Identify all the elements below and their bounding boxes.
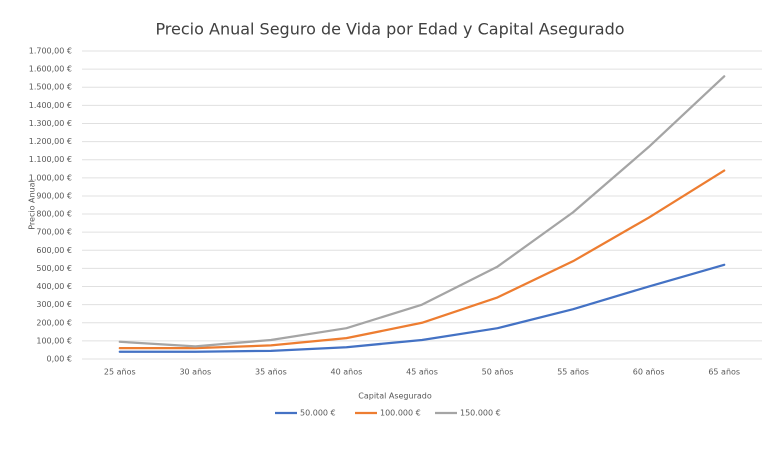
x-tick-label: 40 años <box>331 368 363 377</box>
y-tick-label: 900,00 € <box>36 191 72 200</box>
y-tick-label: 800,00 € <box>36 210 72 219</box>
x-tick-label: 45 años <box>406 368 438 377</box>
x-tick-label: 55 años <box>557 368 589 377</box>
y-tick-label: 400,00 € <box>36 282 72 291</box>
x-tick-label: 30 años <box>179 368 211 377</box>
y-tick-label: 1.000,00 € <box>29 173 72 182</box>
y-tick-label: 700,00 € <box>36 228 72 237</box>
y-tick-label: 600,00 € <box>36 246 72 255</box>
x-axis-title: Capital Asegurado <box>358 392 432 401</box>
y-axis-title: Precio Anual <box>28 180 37 230</box>
series-line <box>118 75 726 348</box>
y-tick-label: 1.500,00 € <box>29 83 72 92</box>
x-tick-label: 65 años <box>708 368 740 377</box>
y-tick-label: 1.600,00 € <box>29 65 72 74</box>
x-tick-label: 35 años <box>255 368 287 377</box>
y-tick-label: 500,00 € <box>36 264 72 273</box>
y-tick-label: 100,00 € <box>36 336 72 345</box>
y-tick-label: 0,00 € <box>47 355 72 364</box>
y-tick-label: 1.200,00 € <box>29 137 72 146</box>
y-tick-label: 1.700,00 € <box>29 47 72 56</box>
x-tick-label: 50 años <box>482 368 514 377</box>
y-tick-label: 1.400,00 € <box>29 101 72 110</box>
x-tick-label: 25 años <box>104 368 136 377</box>
series-line <box>118 169 726 350</box>
y-tick-label: 1.300,00 € <box>29 119 72 128</box>
chart-title: Precio Anual Seguro de Vida por Edad y C… <box>155 20 624 39</box>
legend-label: 100.000 € <box>380 409 421 418</box>
y-tick-label: 200,00 € <box>36 318 72 327</box>
legend-label: 150.000 € <box>460 409 501 418</box>
x-tick-label: 60 años <box>633 368 665 377</box>
series-line <box>118 263 726 353</box>
legend-label: 50.000 € <box>300 409 336 418</box>
y-tick-label: 1.100,00 € <box>29 155 72 164</box>
y-tick-label: 300,00 € <box>36 300 72 309</box>
